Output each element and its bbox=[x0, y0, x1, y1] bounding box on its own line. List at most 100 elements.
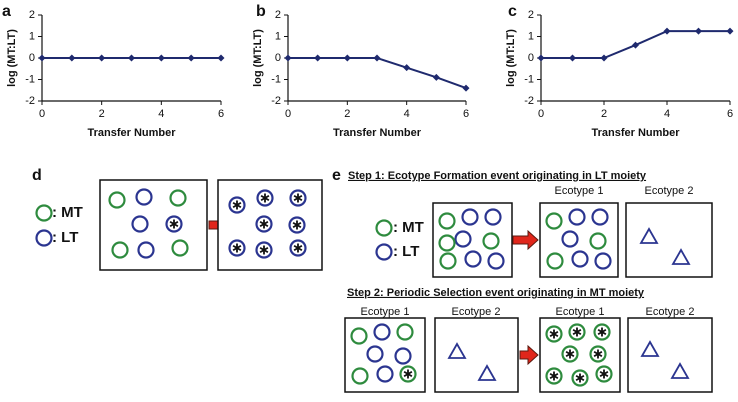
cell bbox=[375, 243, 393, 261]
y-tick-label: -2 bbox=[25, 95, 35, 107]
x-axis-label: Transfer Number bbox=[591, 127, 680, 139]
asterisk bbox=[293, 194, 303, 202]
cell bbox=[546, 252, 564, 270]
data-line bbox=[288, 57, 467, 90]
y-tick-label: 1 bbox=[275, 30, 281, 42]
y-tick-label: -2 bbox=[524, 95, 534, 107]
triangle bbox=[670, 362, 690, 379]
cell bbox=[571, 250, 589, 268]
cell bbox=[366, 345, 384, 363]
asterisk bbox=[403, 370, 413, 378]
x-tick-label: 0 bbox=[285, 108, 291, 120]
y-tick-label: 2 bbox=[275, 9, 281, 21]
y-tick-label: 1 bbox=[29, 30, 35, 42]
asterisk bbox=[259, 246, 269, 254]
asterisk bbox=[597, 328, 607, 336]
panel-label: a bbox=[2, 3, 11, 20]
panel-label: d bbox=[32, 167, 42, 184]
y-tick-label: 2 bbox=[29, 9, 35, 21]
panel-label: c bbox=[508, 3, 517, 20]
x-tick-label: 2 bbox=[601, 108, 607, 120]
asterisk bbox=[169, 220, 179, 228]
triangle bbox=[640, 340, 660, 357]
data-point bbox=[314, 54, 322, 62]
x-tick-label: 6 bbox=[463, 108, 469, 120]
step-title: Step 1: Ecotype Formation event originat… bbox=[348, 170, 647, 182]
cell bbox=[438, 212, 456, 230]
data-point bbox=[68, 54, 76, 62]
data-point bbox=[373, 54, 381, 62]
cell bbox=[482, 232, 500, 250]
y-tick-label: -2 bbox=[271, 95, 281, 107]
y-tick-label: 1 bbox=[528, 30, 534, 42]
data-point bbox=[38, 54, 46, 62]
cell bbox=[487, 252, 505, 270]
data-point bbox=[432, 73, 440, 81]
data-point bbox=[663, 27, 671, 35]
x-tick-label: 2 bbox=[344, 108, 350, 120]
cell bbox=[464, 250, 482, 268]
cell bbox=[484, 208, 502, 226]
x-tick-label: 0 bbox=[39, 108, 45, 120]
y-tick-label: -1 bbox=[271, 73, 281, 85]
cell bbox=[561, 230, 579, 248]
cell bbox=[351, 367, 369, 385]
cell bbox=[545, 212, 563, 230]
x-tick-label: 4 bbox=[404, 108, 410, 120]
data-point bbox=[128, 54, 135, 62]
data-point bbox=[284, 54, 292, 62]
x-axis-label: Transfer Number bbox=[87, 127, 176, 139]
data-point bbox=[695, 27, 702, 35]
asterisk bbox=[293, 244, 303, 252]
cell bbox=[396, 323, 414, 341]
y-axis-label: log (MT:LT) bbox=[252, 29, 264, 87]
cell bbox=[111, 241, 129, 259]
box-label: Ecotype 2 bbox=[646, 306, 695, 318]
data-point bbox=[569, 54, 576, 62]
cell bbox=[461, 208, 479, 226]
box bbox=[434, 317, 519, 393]
y-tick-label: 0 bbox=[29, 52, 35, 64]
data-point bbox=[403, 64, 411, 72]
cell bbox=[35, 204, 53, 222]
y-tick-label: 0 bbox=[275, 52, 281, 64]
asterisk bbox=[565, 350, 575, 358]
y-tick-label: -1 bbox=[524, 73, 534, 85]
cell bbox=[568, 208, 586, 226]
box-label: Ecotype 2 bbox=[452, 306, 501, 318]
x-tick-label: 2 bbox=[99, 108, 105, 120]
arrow bbox=[512, 229, 539, 251]
cell bbox=[438, 234, 456, 252]
y-tick-label: -1 bbox=[25, 73, 35, 85]
asterisk bbox=[292, 221, 302, 229]
box bbox=[625, 202, 713, 278]
box-label: Ecotype 2 bbox=[645, 185, 694, 197]
asterisk bbox=[549, 330, 559, 338]
asterisk bbox=[232, 201, 242, 209]
asterisk bbox=[599, 370, 609, 378]
box-label: Ecotype 1 bbox=[556, 306, 605, 318]
legend-label: : LT bbox=[393, 243, 419, 260]
asterisk bbox=[232, 244, 242, 252]
data-point bbox=[217, 54, 225, 62]
y-axis-label: log (MT:LT) bbox=[6, 29, 18, 87]
data-point bbox=[726, 27, 734, 35]
asterisk bbox=[259, 220, 269, 228]
cell bbox=[108, 191, 126, 209]
x-tick-label: 4 bbox=[158, 108, 164, 120]
triangle bbox=[639, 227, 659, 244]
x-tick-label: 6 bbox=[218, 108, 224, 120]
cell bbox=[171, 239, 189, 257]
x-tick-label: 0 bbox=[538, 108, 544, 120]
data-point bbox=[343, 54, 351, 62]
cell bbox=[169, 189, 187, 207]
y-tick-label: 2 bbox=[528, 9, 534, 21]
cell bbox=[454, 230, 472, 248]
asterisk bbox=[572, 328, 582, 336]
y-tick-label: 0 bbox=[528, 52, 534, 64]
step-title: Step 2: Periodic Selection event origina… bbox=[347, 287, 645, 299]
cell bbox=[373, 323, 391, 341]
data-point bbox=[632, 41, 639, 49]
data-point bbox=[537, 54, 545, 62]
